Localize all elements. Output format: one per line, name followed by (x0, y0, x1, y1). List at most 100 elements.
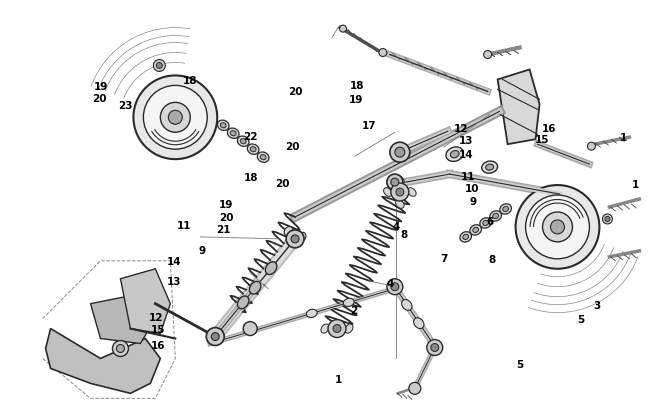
Text: 1: 1 (334, 374, 342, 384)
Ellipse shape (482, 162, 498, 174)
Ellipse shape (396, 200, 404, 209)
Text: 10: 10 (464, 184, 479, 194)
Circle shape (427, 340, 443, 356)
Ellipse shape (343, 298, 354, 307)
Text: 21: 21 (216, 224, 231, 234)
Polygon shape (46, 329, 161, 393)
Text: 1: 1 (619, 133, 627, 143)
Circle shape (409, 382, 421, 394)
Ellipse shape (284, 227, 292, 236)
Ellipse shape (244, 323, 257, 334)
Circle shape (339, 26, 346, 33)
Circle shape (379, 49, 387, 58)
Circle shape (206, 328, 224, 345)
Text: 14: 14 (459, 150, 474, 160)
Ellipse shape (345, 324, 353, 333)
Circle shape (396, 189, 404, 196)
Ellipse shape (480, 218, 491, 228)
Polygon shape (90, 294, 155, 344)
Circle shape (333, 325, 341, 333)
Text: 20: 20 (289, 87, 303, 96)
Text: 4: 4 (386, 278, 393, 288)
Ellipse shape (502, 207, 508, 212)
Circle shape (112, 341, 129, 356)
Circle shape (133, 76, 217, 160)
Text: 12: 12 (454, 124, 469, 134)
Text: 1: 1 (631, 179, 639, 189)
Polygon shape (120, 269, 170, 334)
Text: 16: 16 (542, 123, 556, 133)
Text: 8: 8 (400, 230, 408, 240)
Circle shape (588, 143, 595, 151)
Ellipse shape (396, 176, 404, 185)
Ellipse shape (321, 324, 329, 333)
Ellipse shape (306, 309, 317, 318)
Text: 6: 6 (487, 217, 494, 227)
Text: 23: 23 (118, 101, 133, 111)
Ellipse shape (486, 165, 493, 171)
Ellipse shape (490, 211, 501, 222)
Circle shape (168, 111, 182, 125)
Circle shape (387, 175, 403, 191)
Circle shape (211, 333, 219, 341)
Circle shape (515, 185, 599, 269)
Text: 18: 18 (350, 81, 365, 90)
Text: 9: 9 (469, 197, 476, 207)
Ellipse shape (493, 214, 499, 219)
Text: 14: 14 (166, 257, 181, 267)
Ellipse shape (250, 281, 261, 294)
Ellipse shape (413, 318, 424, 329)
Ellipse shape (230, 131, 236, 136)
Ellipse shape (297, 233, 306, 242)
Text: 5: 5 (516, 359, 523, 369)
Circle shape (387, 279, 403, 295)
Polygon shape (498, 70, 540, 145)
Circle shape (605, 217, 610, 222)
Ellipse shape (260, 155, 266, 160)
Circle shape (391, 179, 399, 187)
Ellipse shape (287, 232, 296, 241)
Ellipse shape (402, 300, 412, 311)
Circle shape (161, 103, 190, 133)
Text: 18: 18 (244, 173, 258, 183)
Ellipse shape (460, 232, 471, 243)
Text: 2: 2 (350, 306, 358, 315)
Circle shape (526, 196, 590, 259)
Text: 9: 9 (198, 245, 205, 255)
Text: 4: 4 (393, 222, 400, 232)
Ellipse shape (446, 147, 463, 162)
Text: 22: 22 (243, 132, 257, 142)
Circle shape (390, 143, 410, 163)
Text: 12: 12 (149, 313, 164, 322)
Ellipse shape (237, 137, 249, 147)
Ellipse shape (220, 124, 226, 128)
Circle shape (603, 214, 612, 224)
Ellipse shape (248, 145, 259, 155)
Circle shape (116, 345, 124, 353)
Text: 19: 19 (349, 95, 363, 105)
Circle shape (551, 220, 564, 234)
Circle shape (144, 86, 207, 150)
Ellipse shape (470, 225, 482, 235)
Text: 13: 13 (459, 136, 474, 146)
Ellipse shape (384, 188, 392, 197)
Circle shape (484, 51, 491, 60)
Text: 20: 20 (92, 94, 107, 103)
Circle shape (153, 60, 165, 72)
Text: 18: 18 (183, 76, 198, 85)
Ellipse shape (265, 262, 277, 275)
Text: 19: 19 (94, 82, 109, 92)
Circle shape (157, 63, 162, 69)
Text: 5: 5 (578, 315, 585, 324)
Circle shape (286, 230, 304, 248)
Text: 20: 20 (285, 142, 300, 152)
Ellipse shape (450, 151, 459, 158)
Text: 11: 11 (177, 220, 192, 230)
Ellipse shape (217, 121, 229, 131)
Circle shape (243, 322, 257, 336)
Circle shape (543, 213, 573, 242)
Circle shape (328, 320, 346, 338)
Text: 19: 19 (219, 200, 233, 209)
Text: 3: 3 (594, 301, 601, 310)
Text: 15: 15 (150, 325, 165, 335)
